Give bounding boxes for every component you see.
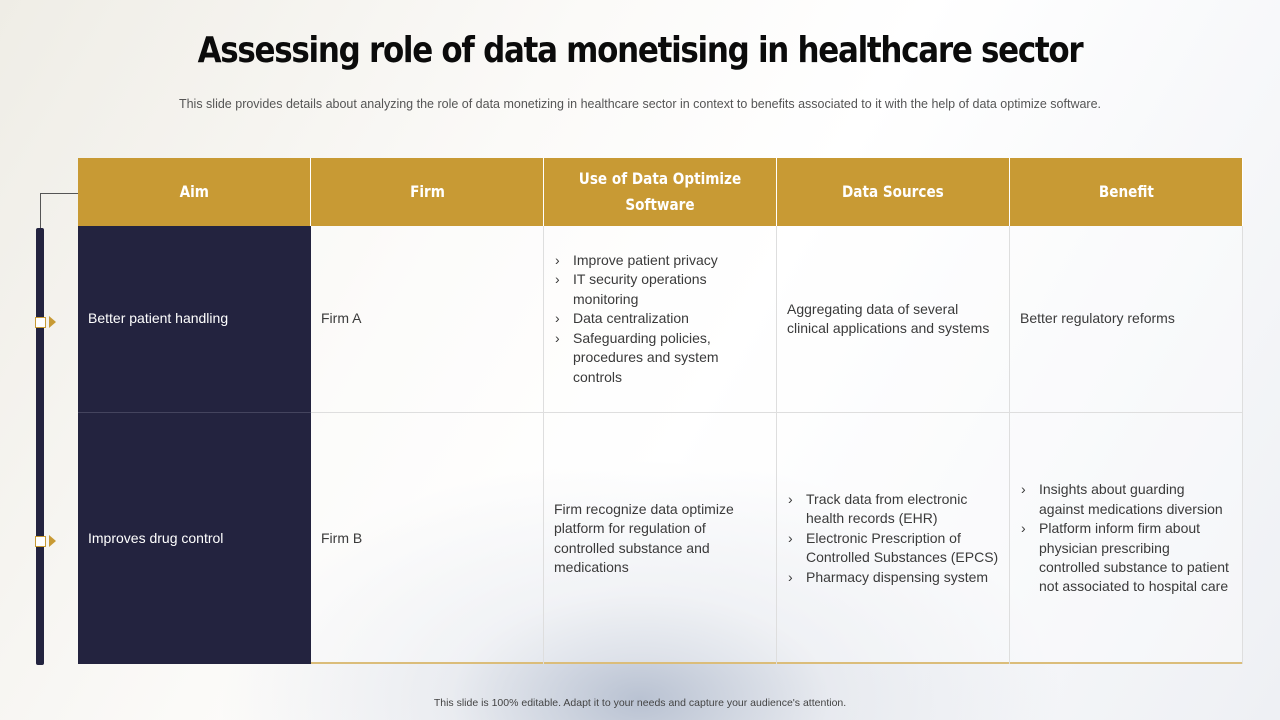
slide-subtitle: This slide provides details about analyz… <box>178 97 1102 111</box>
row2-firm: Firm B <box>311 413 544 664</box>
timeline-connector <box>40 193 41 229</box>
list-item: Pharmacy dispensing system <box>787 568 999 588</box>
timeline-connector-horizontal <box>40 193 78 194</box>
list-item: Safeguarding policies, procedures and sy… <box>554 329 766 387</box>
row2-benefit: Insights about guarding against medicati… <box>1010 413 1243 664</box>
data-table: Aim Firm Use of Data Optimize Software D… <box>78 158 1243 664</box>
list-item: Improve patient privacy <box>554 251 766 271</box>
list-item: Electronic Prescription of Controlled Su… <box>787 529 999 568</box>
row-marker-1 <box>35 317 46 328</box>
slide-footer: This slide is 100% editable. Adapt it to… <box>433 697 847 709</box>
header-benefit: Benefit <box>1010 158 1243 226</box>
header-data-sources: Data Sources <box>777 158 1010 226</box>
header-firm: Firm <box>311 158 544 226</box>
row1-aim: Better patient handling <box>78 226 311 413</box>
list-item: Data centralization <box>554 309 766 329</box>
row1-firm: Firm A <box>311 226 544 413</box>
row-marker-arrow-icon <box>49 316 56 328</box>
row1-data-sources: Aggregating data of several clinical app… <box>777 226 1010 413</box>
list-item: Platform inform firm about physician pre… <box>1020 519 1232 597</box>
list-item: IT security operations monitoring <box>554 270 766 309</box>
row2-software: Firm recognize data optimize platform fo… <box>544 413 777 664</box>
row-marker-2 <box>35 536 46 547</box>
header-aim: Aim <box>78 158 311 226</box>
list-item: Insights about guarding against medicati… <box>1020 480 1232 519</box>
row1-software: Improve patient privacy IT security oper… <box>544 226 777 413</box>
header-software: Use of Data Optimize Software <box>544 158 777 226</box>
row1-benefit: Better regulatory reforms <box>1010 226 1243 413</box>
row-marker-arrow-icon <box>49 535 56 547</box>
slide-title: Assessing role of data monetising in hea… <box>197 30 1084 71</box>
row2-data-sources: Track data from electronic health record… <box>777 413 1010 664</box>
list-item: Track data from electronic health record… <box>787 490 999 529</box>
timeline-bar <box>36 228 44 665</box>
row2-aim: Improves drug control <box>78 413 311 664</box>
